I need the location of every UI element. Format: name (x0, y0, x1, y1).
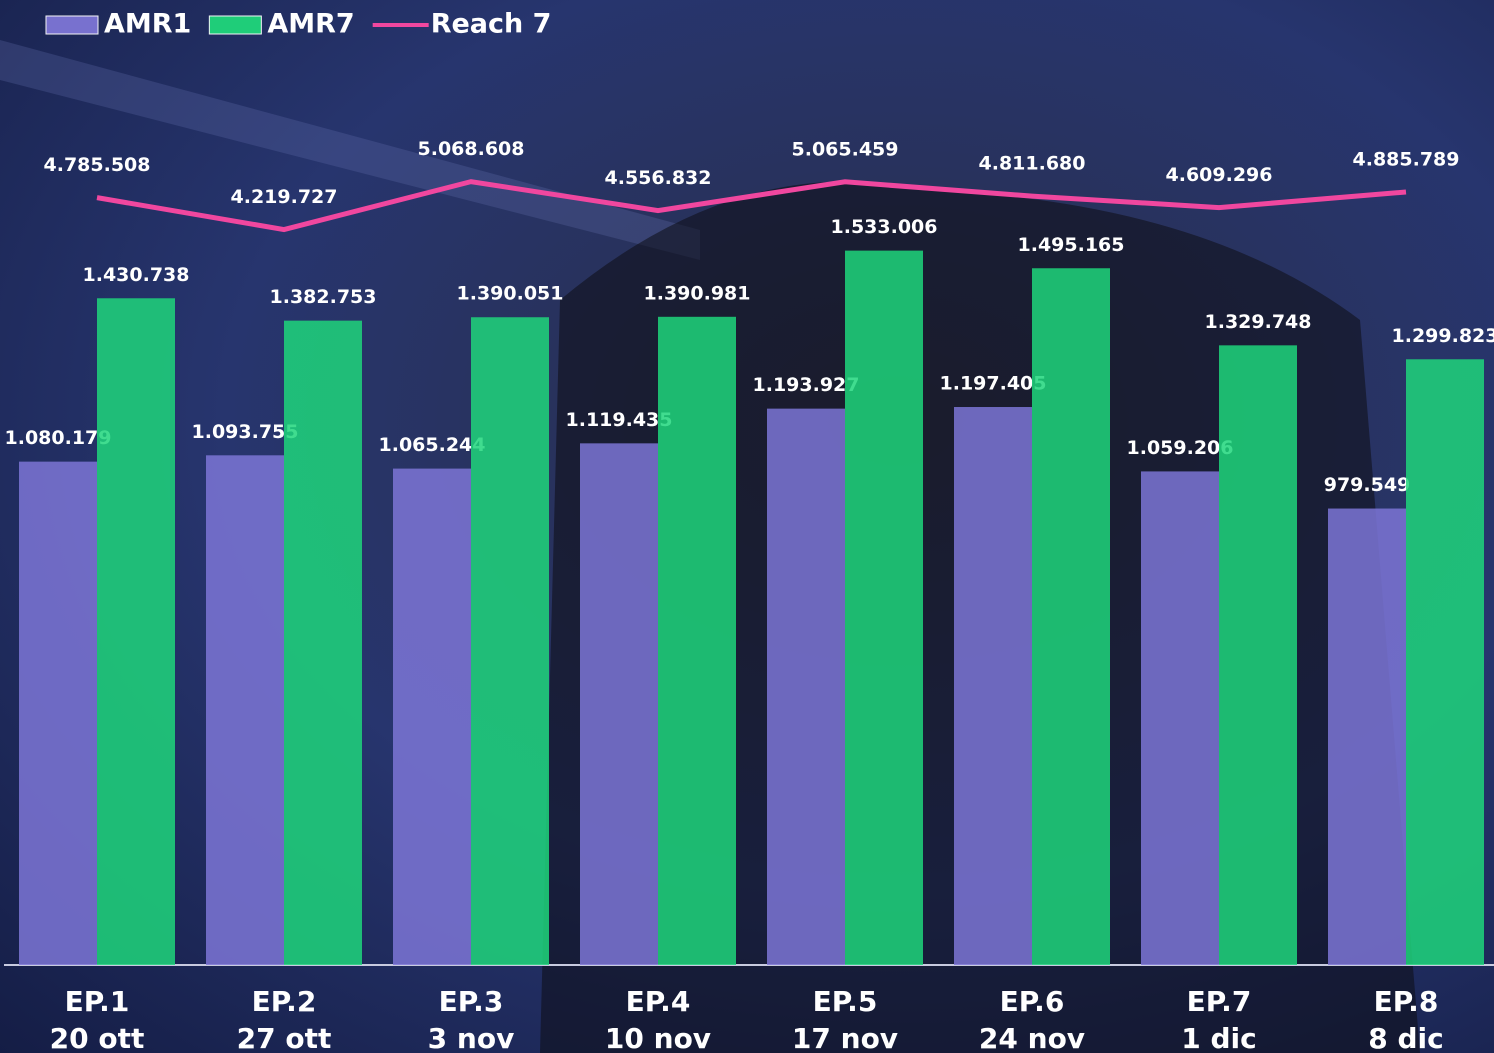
bar (19, 462, 97, 965)
value-label: 1.390.981 (644, 282, 751, 304)
x-tick-label: EP.7 (1187, 985, 1252, 1018)
value-label: 1.193.927 (753, 374, 860, 396)
x-tick-label: 27 ott (237, 1022, 332, 1053)
x-tick-label: 1 dic (1181, 1022, 1256, 1053)
bar (1406, 359, 1484, 965)
x-tick-label: EP.4 (626, 985, 691, 1018)
x-tick-label: EP.8 (1374, 985, 1439, 1018)
bar (658, 317, 736, 965)
bar (1032, 268, 1110, 965)
x-tick-label: EP.3 (439, 985, 504, 1018)
value-label: 1.093.755 (192, 421, 299, 443)
bar (954, 407, 1032, 965)
legend-label: AMR1 (104, 9, 191, 40)
value-label: 1.533.006 (831, 216, 938, 238)
bar (1219, 345, 1297, 965)
value-label: 979.549 (1324, 474, 1411, 496)
x-tick-label: EP.6 (1000, 985, 1065, 1018)
value-label: 4.556.832 (605, 167, 712, 189)
value-label: 1.080.179 (5, 427, 112, 449)
value-label: 1.495.165 (1018, 234, 1125, 256)
x-tick-label: 10 nov (605, 1022, 711, 1053)
value-label: 1.382.753 (270, 286, 377, 308)
value-label: 1.299.823 (1392, 325, 1494, 347)
x-tick-label: 3 nov (428, 1022, 515, 1053)
x-tick-label: 17 nov (792, 1022, 898, 1053)
value-label: 4.219.727 (231, 186, 338, 208)
value-label: 4.885.789 (1353, 148, 1460, 170)
value-label: 5.068.608 (418, 138, 525, 160)
x-tick-label: EP.2 (252, 985, 317, 1018)
value-label: 5.065.459 (792, 138, 899, 160)
page: 1.080.179 1.093.755 1.065.244 1.119.435 1.19… (0, 0, 1494, 1053)
value-label: 4.609.296 (1166, 164, 1273, 186)
bar (1141, 471, 1219, 965)
value-label: 4.811.680 (979, 153, 1086, 175)
value-label: 4.785.508 (44, 154, 151, 176)
x-tick-label: EP.5 (813, 985, 878, 1018)
value-label: 1.197.405 (940, 373, 1047, 395)
bar (284, 321, 362, 965)
value-label: 1.430.738 (83, 264, 190, 286)
legend-swatch (209, 16, 261, 34)
bar (1328, 509, 1406, 965)
x-tick-label: 24 nov (979, 1022, 1085, 1053)
value-label: 1.390.051 (457, 283, 564, 305)
bar (206, 455, 284, 965)
legend-swatch (46, 16, 98, 34)
x-tick-label: 8 dic (1368, 1022, 1443, 1053)
bar (845, 251, 923, 965)
chart: 1.080.179 1.093.755 1.065.244 1.119.435 1.19… (0, 0, 1494, 1053)
value-label: 1.119.435 (566, 409, 673, 431)
value-label: 1.065.244 (379, 434, 486, 456)
bar (580, 443, 658, 965)
value-label: 1.059.206 (1127, 437, 1234, 459)
value-label: 1.329.748 (1205, 311, 1312, 333)
legend-label: AMR7 (267, 9, 354, 40)
bar (97, 298, 175, 965)
bar (471, 317, 549, 965)
x-tick-label: 20 ott (50, 1022, 145, 1053)
bar (767, 409, 845, 965)
legend-label: Reach 7 (431, 9, 552, 40)
x-tick-label: EP.1 (65, 985, 130, 1018)
bar (393, 469, 471, 965)
